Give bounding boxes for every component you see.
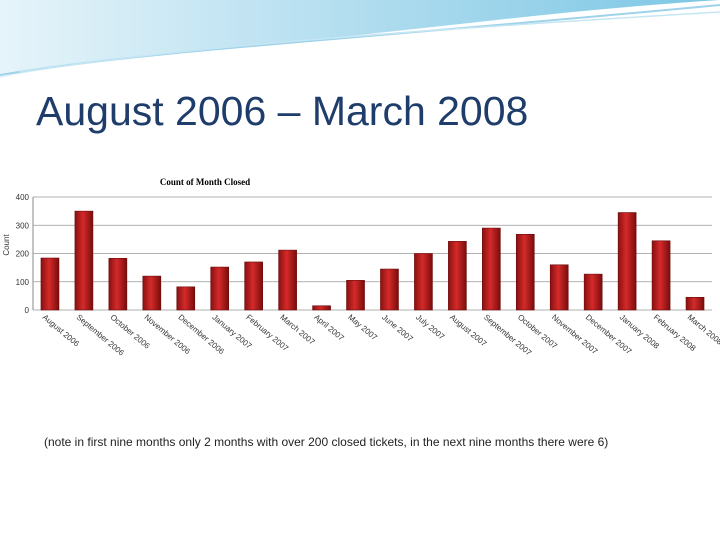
bar xyxy=(583,273,603,311)
bar xyxy=(515,233,535,311)
bar xyxy=(244,261,263,311)
chart-title: Count of Month Closed xyxy=(160,177,250,187)
slide-title: August 2006 – March 2008 xyxy=(36,88,529,134)
bar xyxy=(685,296,705,311)
bar xyxy=(278,249,297,311)
bar xyxy=(142,275,162,311)
y-axis-label: Count xyxy=(2,234,11,256)
y-tick-label: 100 xyxy=(16,278,30,287)
bar xyxy=(380,268,399,311)
chart: Count of Month Closed Count 0 100 200 300 40… xyxy=(0,175,720,363)
bar xyxy=(482,227,501,311)
bar xyxy=(617,212,637,311)
y-tick-label: 300 xyxy=(16,221,30,230)
header-swoosh xyxy=(0,0,720,78)
bar xyxy=(312,305,331,311)
bar xyxy=(210,266,230,311)
y-tick-label: 400 xyxy=(16,193,30,202)
note: (note in first nine months only 2 months… xyxy=(44,435,609,449)
bar xyxy=(414,253,433,311)
bar xyxy=(176,286,196,311)
bar xyxy=(40,257,60,311)
bar xyxy=(108,258,128,311)
y-tick-label: 200 xyxy=(16,250,30,259)
bar xyxy=(651,240,671,311)
bar xyxy=(549,264,569,311)
y-tick-label: 0 xyxy=(25,306,30,315)
bar xyxy=(346,280,365,311)
bar xyxy=(448,241,467,311)
bar xyxy=(74,210,94,311)
